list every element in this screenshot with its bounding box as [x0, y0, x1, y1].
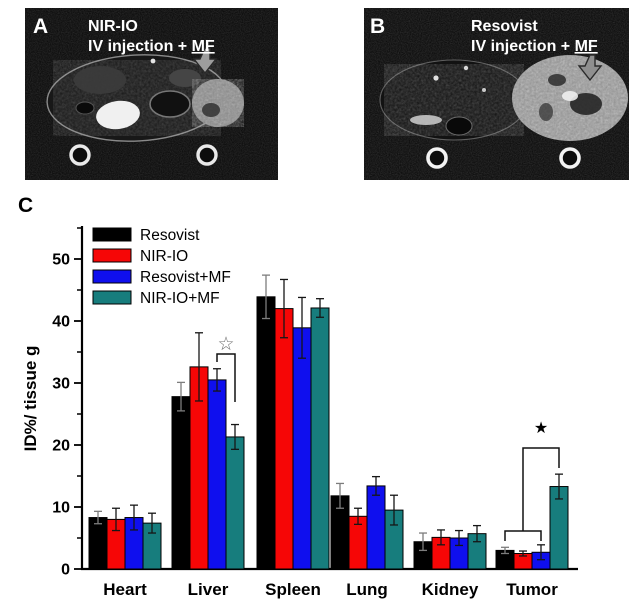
- y-tick-label: 10: [52, 500, 70, 517]
- y-tick-label: 40: [52, 314, 70, 331]
- bar-spleen-nir-io: [274, 308, 294, 570]
- panel-b-letter: B: [370, 15, 385, 38]
- legend-label-nir-io+mf: NIR-IO+MF: [140, 290, 220, 307]
- x-category-label-heart: Heart: [103, 580, 147, 599]
- tumor-region: [512, 55, 628, 141]
- organ-region: [74, 66, 126, 94]
- mri-image-resovist: B Resovist IV injection + MF: [364, 8, 629, 180]
- bar-spleen-resovist: [256, 296, 276, 570]
- bright-spot: [482, 88, 486, 92]
- panel-a-letter: A: [33, 15, 48, 38]
- bar-lung-resovist+mf: [366, 485, 386, 570]
- panel-a-injection-label: IV injection + MF: [88, 38, 215, 55]
- agent-name: NIR-IO: [88, 18, 138, 35]
- organ-region: [169, 69, 201, 87]
- panel-b-injection-label: IV injection + MF: [471, 38, 598, 55]
- significance-bracket-tumor: [504, 447, 560, 541]
- x-category-label-tumor: Tumor: [506, 580, 558, 599]
- marker-tube-icon: [196, 144, 218, 166]
- panel-b: B Resovist IV injection + MF: [364, 8, 629, 180]
- bar-liver-resovist+mf: [207, 379, 227, 570]
- mf-underlined: MF: [575, 38, 598, 55]
- bladder-bright-region: [96, 100, 140, 130]
- legend-swatch-nir-io+mf: [92, 290, 132, 305]
- bright-spot: [150, 58, 156, 64]
- injection-text: IV injection +: [88, 38, 192, 55]
- x-category-label-liver: Liver: [188, 580, 229, 599]
- mouse-body: [46, 54, 228, 142]
- legend-label-resovist+mf: Resovist+MF: [140, 269, 231, 286]
- x-category-label-spleen: Spleen: [265, 580, 321, 599]
- significance-filled-star: ★: [534, 420, 548, 437]
- bar-spleen-nir-io+mf: [310, 307, 330, 570]
- significance-bracket-liver: [216, 353, 236, 402]
- organ-region: [445, 116, 473, 136]
- panel-a: A NIR-IO IV injection + MF: [25, 8, 278, 180]
- injection-text: IV injection +: [471, 38, 575, 55]
- tumor-region: [192, 79, 244, 127]
- biodistribution-bar-chart: 0 10 20 30 40 50 ID%/ tissue g Heart Liver Spleen…: [0, 190, 642, 605]
- organ-region: [149, 90, 191, 118]
- bar-liver-resovist: [171, 396, 191, 570]
- marker-tube-icon: [426, 147, 448, 169]
- y-tick-label: 20: [52, 438, 70, 455]
- mri-image-nir-io: A NIR-IO IV injection + MF: [25, 8, 278, 180]
- y-axis-title: ID%/ tissue g: [21, 346, 40, 452]
- bar-chart-svg: 0 10 20 30 40 50 ID%/ tissue g Heart Liver Spleen…: [21, 226, 578, 599]
- legend-swatch-resovist+mf: [92, 269, 132, 284]
- mf-underlined: MF: [192, 38, 215, 55]
- legend-label-resovist: Resovist: [140, 227, 200, 244]
- marker-tube-icon: [69, 144, 91, 166]
- panel-b-agent-label: Resovist: [471, 18, 538, 35]
- significance-open-star: ☆: [217, 334, 234, 355]
- magnet-arrow-icon: [577, 54, 603, 82]
- x-category-label-lung: Lung: [346, 580, 388, 599]
- bar-heart-resovist: [88, 517, 108, 570]
- bar-liver-nir-io+mf: [225, 436, 245, 570]
- y-tick-label: 50: [52, 252, 70, 269]
- bright-streak: [410, 115, 442, 125]
- mouse-body: [379, 59, 529, 141]
- y-tick-label: 30: [52, 376, 70, 393]
- bright-spot: [463, 65, 469, 71]
- organ-region: [75, 101, 95, 115]
- legend-label-nir-io: NIR-IO: [140, 248, 188, 265]
- x-category-label-kidney: Kidney: [422, 580, 479, 599]
- marker-tube-icon: [559, 147, 581, 169]
- panel-a-agent-label: NIR-IO: [88, 18, 138, 35]
- agent-name: Resovist: [471, 18, 538, 35]
- bright-spot: [433, 75, 439, 81]
- y-tick-label: 0: [61, 562, 70, 579]
- panel-c-letter: C: [18, 194, 34, 217]
- legend-swatch-resovist: [92, 227, 132, 242]
- legend-swatch-nir-io: [92, 248, 132, 263]
- bar-spleen-resovist+mf: [292, 327, 312, 570]
- magnet-arrow-icon: [192, 47, 218, 75]
